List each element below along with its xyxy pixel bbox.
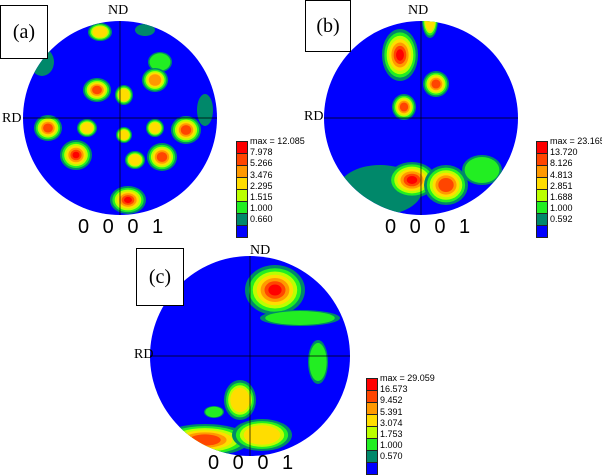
legend-value: 5.266 [250,158,273,169]
legend-swatch [536,202,548,214]
legend-value: 0.570 [380,451,403,462]
legend-swatch [366,439,378,451]
legend-value: 7.978 [250,147,273,158]
legend-swatch [536,154,548,166]
legend-value: max = 12.085 [250,136,305,146]
legend-c: max = 29.059 16.573 9.452 5.391 3.074 1.753 1.… [366,373,435,475]
legend-swatch [236,214,248,226]
intensity-contour [135,24,155,36]
intensity-contour [268,284,282,296]
panel-label-c: (c) [136,248,184,306]
legend-value: 2.851 [550,180,573,191]
legend-swatch [536,226,548,238]
legend-value: 1.515 [250,192,273,202]
intensity-contour [149,122,161,134]
legend-value: 13.720 [550,147,578,158]
legend-value: 5.391 [380,406,403,417]
intensity-contour [148,74,162,86]
legend-value: 0.592 [550,214,573,225]
intensity-contour [438,178,454,192]
intensity-contour [243,425,281,445]
legend-swatch [366,403,378,415]
intensity-contour [309,342,327,382]
intensity-contour [189,434,221,446]
legend-value: 8.126 [550,158,573,169]
legend-swatch [366,378,378,391]
legend-swatch [366,427,378,439]
legend-swatch [536,190,548,202]
legend-swatch [236,190,248,202]
legend-swatch [236,154,248,166]
plane-label-c: 0 0 0 1 [208,452,298,474]
legend-value: 1.000 [380,440,403,451]
rd-label-c: RD [134,347,154,362]
legend-value: 1.000 [550,203,573,214]
intensity-contour [197,94,213,126]
intensity-contour [156,152,168,162]
legend-value: 1.753 [380,429,403,439]
legend-value: 3.476 [250,169,273,180]
intensity-contour [406,176,418,184]
legend-value: 4.813 [550,169,573,180]
legend-swatch [536,214,548,226]
intensity-contour [149,53,171,71]
intensity-contour [431,79,441,89]
legend-b: max = 23.165 13.720 8.126 4.813 2.851 1.688 1.… [536,136,602,238]
intensity-contour [92,85,102,95]
legend-swatch [366,451,378,463]
intensity-contour [265,311,335,325]
intensity-contour [43,123,53,133]
legend-value: max = 29.059 [380,373,435,383]
intensity-contour [399,102,409,112]
intensity-contour [72,151,80,159]
legend-value: 1.688 [550,192,573,202]
legend-swatch [236,226,248,238]
legend-swatch [536,166,548,178]
pole-figure-a [23,21,217,215]
legend-value: 9.452 [380,395,403,406]
legend-value: max = 23.165 [550,136,602,146]
nd-label-b: ND [408,3,429,18]
legend-swatch [236,178,248,190]
legend-value: 3.074 [380,417,403,428]
legend-swatch [366,463,378,475]
legend-value: 0.660 [250,214,273,225]
pole-figure-b [324,21,518,215]
rd-label-a: RD [2,111,22,126]
legend-swatch [236,141,248,154]
legend-a: max = 12.085 7.978 5.266 3.476 2.295 1.515 1.0… [236,136,305,238]
intensity-contour [396,49,404,61]
legend-swatch [536,141,548,154]
intensity-contour [425,21,435,31]
intensity-contour [119,130,129,140]
legend-value: 16.573 [380,384,408,395]
legend-value: 1.000 [250,203,273,214]
intensity-contour [80,122,94,134]
rd-label-b: RD [304,109,324,124]
nd-label-c: ND [250,243,271,258]
intensity-contour [124,196,132,204]
plane-label-b: 0 0 0 1 [385,216,475,238]
intensity-contour [464,156,500,184]
intensity-contour [118,88,130,102]
legend-swatch [236,202,248,214]
legend-swatch [366,415,378,427]
plane-label-a: 0 0 0 1 [78,216,168,238]
panel-label-a: (a) [0,5,48,59]
legend-swatch [366,391,378,403]
intensity-contour [92,26,108,38]
intensity-contour [128,154,142,166]
intensity-contour [230,387,250,413]
intensity-contour [180,125,192,135]
legend-swatch [536,178,548,190]
nd-label-a: ND [108,3,129,18]
panel-label-b: (b) [305,0,351,52]
legend-value: 2.295 [250,180,273,191]
legend-swatch [236,166,248,178]
intensity-contour [205,406,223,418]
